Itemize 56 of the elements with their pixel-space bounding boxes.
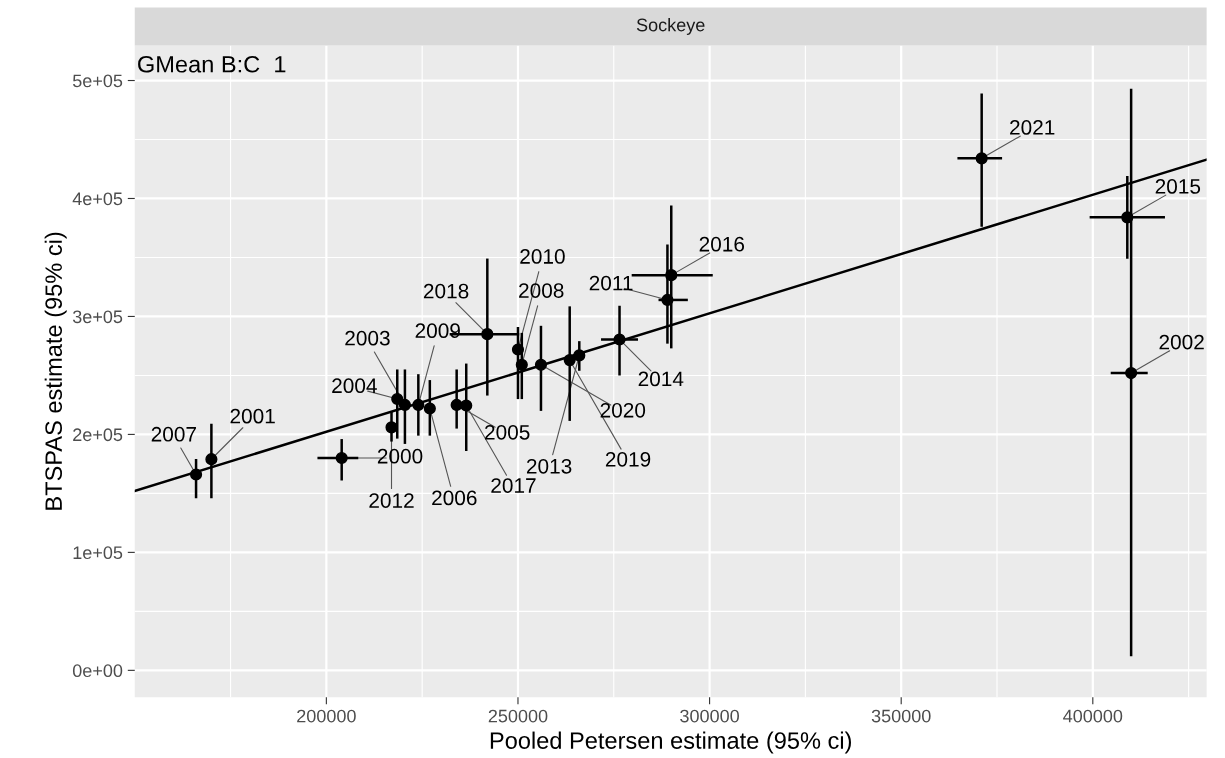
point xyxy=(391,392,404,406)
annotation: 2013 xyxy=(526,458,572,474)
point xyxy=(398,398,411,411)
annotation: 2007 xyxy=(151,426,196,442)
point xyxy=(511,343,525,356)
annotation: 2021 xyxy=(1010,120,1055,135)
annotation: 2003 xyxy=(345,330,390,346)
annotation: 2008 xyxy=(519,283,564,298)
annotation: 2010 xyxy=(520,249,565,264)
annotation: 2006 xyxy=(432,490,477,506)
point xyxy=(613,333,626,346)
chart-title: Sockeye xyxy=(636,18,705,35)
point xyxy=(423,402,436,415)
annotation: 2016 xyxy=(699,236,745,252)
annotation: 2015 xyxy=(1155,179,1201,194)
annotation: 2009 xyxy=(415,323,460,339)
y-tick-label: 2e+05 xyxy=(73,428,123,442)
annotation: 2011 xyxy=(589,275,633,291)
annotation: 2020 xyxy=(600,402,646,418)
point xyxy=(460,399,473,412)
point xyxy=(665,269,678,282)
x-tick-label: 200000 xyxy=(297,709,356,723)
x-tick-label: 350000 xyxy=(871,709,931,723)
x-axis-title: Pooled Petersen estimate (95% ci) xyxy=(490,731,851,754)
annotation: 2018 xyxy=(423,283,469,299)
annotation: 2002 xyxy=(1159,334,1204,350)
point xyxy=(189,468,203,481)
annotation: 2005 xyxy=(485,424,530,440)
x-tick-label: 250000 xyxy=(488,709,548,723)
annotation: 2004 xyxy=(332,378,377,394)
y-tick-label: 3e+05 xyxy=(72,310,123,324)
point xyxy=(515,358,528,371)
annotation: 2019 xyxy=(605,451,651,467)
point xyxy=(975,152,988,165)
point xyxy=(661,293,674,307)
point xyxy=(563,354,576,367)
point xyxy=(481,328,494,341)
x-tick-label: 400000 xyxy=(1063,709,1123,723)
point xyxy=(534,358,548,371)
annotation: GMean B:C 1 xyxy=(138,55,286,73)
point xyxy=(412,398,425,411)
y-tick-label: 4e+05 xyxy=(72,192,123,206)
annotation: 2012 xyxy=(369,493,414,508)
y-tick-label: 0e+00 xyxy=(72,664,123,678)
point xyxy=(335,451,348,465)
point xyxy=(573,349,586,362)
annotation: 2017 xyxy=(491,478,536,493)
y-tick-label: 1e+05 xyxy=(73,546,123,560)
y-tick-label: 5e+05 xyxy=(72,74,123,88)
point xyxy=(1125,366,1138,380)
y-axis-title: BTSPAS estimate (95% ci) xyxy=(44,232,67,510)
x-tick-label: 300000 xyxy=(680,709,740,723)
point xyxy=(205,453,218,466)
annotation: 2014 xyxy=(638,371,684,387)
annotation: 2001 xyxy=(230,408,275,424)
point xyxy=(1121,211,1134,224)
